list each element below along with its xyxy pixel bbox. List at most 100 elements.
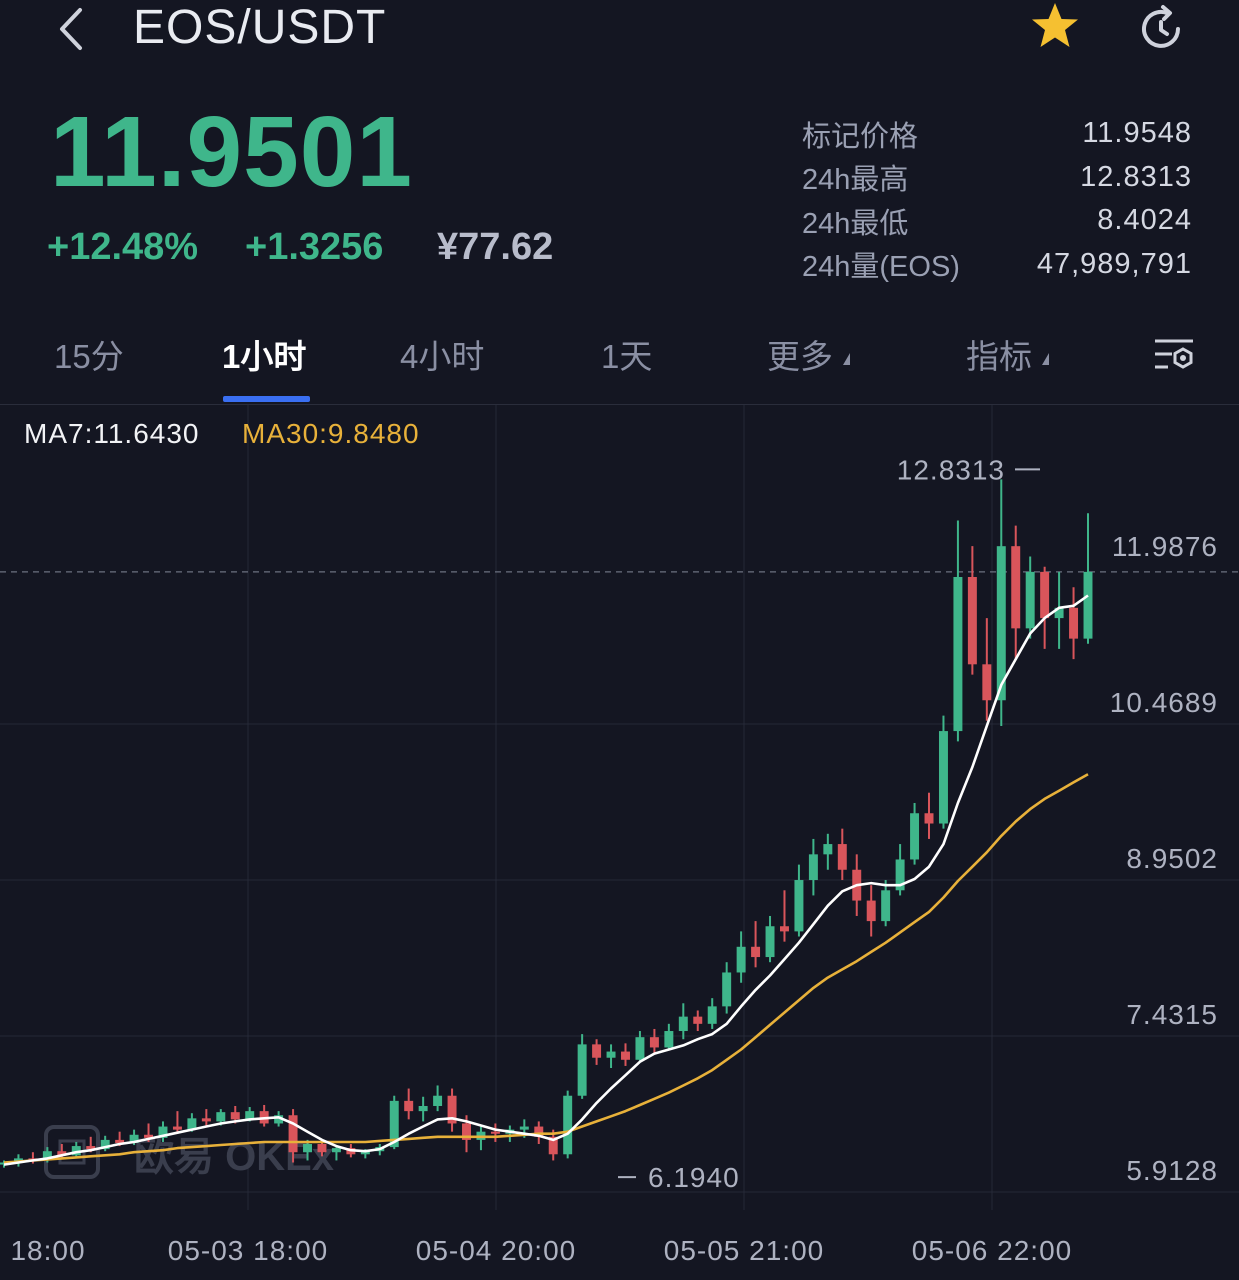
candle bbox=[1040, 566, 1050, 649]
tab-label: 4小时 bbox=[400, 338, 485, 375]
candle bbox=[592, 1039, 602, 1065]
candle bbox=[938, 715, 948, 829]
candle bbox=[722, 962, 732, 1014]
candle bbox=[71, 1141, 81, 1159]
stat-label: 24h量(EOS) bbox=[802, 251, 960, 284]
last-price: 11.9501 bbox=[50, 96, 413, 208]
tab-label: 更多 bbox=[767, 338, 833, 375]
candle bbox=[837, 828, 847, 881]
tab-1d[interactable]: 1天 bbox=[601, 330, 652, 378]
candle bbox=[621, 1043, 630, 1066]
tab-label: 15分 bbox=[54, 338, 124, 375]
candle bbox=[1069, 587, 1079, 660]
candle bbox=[910, 802, 920, 865]
candle bbox=[476, 1126, 486, 1151]
active-tab-indicator bbox=[223, 396, 310, 402]
candle bbox=[779, 890, 789, 942]
candle bbox=[1054, 571, 1064, 649]
stat-value: 47,989,791 bbox=[1036, 247, 1192, 280]
tab-indicators[interactable]: 指标 bbox=[966, 330, 1049, 378]
grid bbox=[0, 405, 1239, 1210]
tab-15m[interactable]: 15分 bbox=[54, 330, 124, 378]
candle bbox=[953, 520, 963, 742]
candle bbox=[490, 1123, 500, 1142]
low-marker-label: 6.1940 bbox=[648, 1162, 740, 1193]
candle bbox=[404, 1088, 414, 1120]
ma7-value: MA7:11.6430 bbox=[24, 418, 200, 449]
y-tick-label: 10.4689 bbox=[1110, 687, 1218, 718]
caret-icon bbox=[1042, 353, 1049, 366]
stat-label: 标记价格 bbox=[802, 120, 919, 153]
candle bbox=[259, 1104, 269, 1127]
candle bbox=[1011, 525, 1021, 660]
stat-mark-price: 标记价格 11.9548 bbox=[802, 112, 1192, 156]
candle bbox=[505, 1125, 515, 1142]
stat-value: 8.4024 bbox=[1097, 204, 1192, 237]
stat-24h-high: 24h最高 12.8313 bbox=[802, 156, 1192, 200]
candlestick-chart[interactable]: 欧易 OKEx 11.987610.46898.95027.43155.9128… bbox=[0, 405, 1239, 1280]
candle bbox=[996, 479, 1006, 726]
candle bbox=[967, 546, 977, 675]
candle bbox=[678, 1003, 688, 1040]
ma30-line bbox=[3, 773, 1089, 1164]
candle bbox=[1083, 513, 1093, 644]
candle bbox=[794, 864, 804, 937]
axis-labels: 11.9876 10.4689 8.9502 7.4315 5.9128 18:00 05-… bbox=[10, 454, 1218, 1266]
change-percent: +12.48% bbox=[47, 226, 199, 268]
tab-label: 1天 bbox=[601, 338, 653, 375]
tab-4h[interactable]: 4小时 bbox=[400, 330, 484, 378]
candle bbox=[881, 880, 891, 927]
star-icon[interactable] bbox=[1028, 0, 1082, 54]
y-tick-label: 11.9876 bbox=[1112, 531, 1218, 562]
candle bbox=[765, 915, 775, 963]
candle bbox=[447, 1088, 457, 1132]
back-chevron-icon[interactable] bbox=[52, 4, 92, 54]
candle bbox=[1025, 556, 1035, 639]
candle bbox=[158, 1121, 168, 1142]
ma30-value: MA30:9.8480 bbox=[242, 418, 420, 449]
candle bbox=[331, 1146, 341, 1161]
caret-icon bbox=[843, 353, 850, 366]
x-tick-label: 18:00 bbox=[10, 1235, 85, 1266]
candle bbox=[563, 1090, 573, 1159]
candle bbox=[751, 921, 761, 968]
refresh-icon[interactable] bbox=[1134, 2, 1188, 56]
chart-settings-icon[interactable] bbox=[1152, 336, 1196, 376]
candle bbox=[866, 885, 876, 937]
candle bbox=[895, 844, 905, 896]
x-tick-label: 05-05 21:00 bbox=[664, 1235, 824, 1266]
candle bbox=[693, 1010, 703, 1032]
y-tick-label: 8.9502 bbox=[1126, 843, 1218, 874]
x-tick-label: 05-04 20:00 bbox=[416, 1235, 576, 1266]
candle bbox=[288, 1109, 298, 1163]
candle bbox=[303, 1139, 313, 1161]
candle bbox=[172, 1111, 182, 1134]
candle bbox=[577, 1034, 587, 1099]
cny-price: ¥77.62 bbox=[437, 226, 554, 268]
high-marker-label: 12.8313 bbox=[897, 454, 1005, 485]
candle bbox=[823, 833, 833, 870]
tab-label: 指标 bbox=[966, 338, 1032, 375]
candle bbox=[736, 931, 746, 983]
change-amount: +1.3256 bbox=[245, 226, 384, 268]
market-stats: 标记价格 11.9548 24h最高 12.8313 24h最低 8.4024 … bbox=[802, 112, 1192, 286]
page-title: EOS/USDT bbox=[133, 1, 387, 54]
x-tick-label: 05-03 18:00 bbox=[168, 1235, 328, 1266]
interval-tabs: 15分 1小时 4小时 1天 更多 指标 bbox=[0, 330, 1239, 402]
candle bbox=[433, 1085, 443, 1112]
candle bbox=[418, 1096, 428, 1122]
tab-1h[interactable]: 1小时 bbox=[222, 330, 306, 378]
ma7-line bbox=[3, 594, 1089, 1166]
candle bbox=[274, 1111, 284, 1127]
candle bbox=[924, 792, 934, 839]
tab-more[interactable]: 更多 bbox=[767, 330, 850, 378]
candle bbox=[808, 838, 818, 896]
candle bbox=[606, 1044, 616, 1068]
stat-value: 11.9548 bbox=[1082, 117, 1192, 150]
stat-value: 12.8313 bbox=[1080, 160, 1192, 193]
y-tick-label: 5.9128 bbox=[1126, 1155, 1218, 1186]
candle bbox=[635, 1031, 645, 1062]
x-tick-label: 05-06 22:00 bbox=[912, 1235, 1072, 1266]
candle bbox=[201, 1109, 211, 1127]
candle bbox=[649, 1028, 659, 1055]
